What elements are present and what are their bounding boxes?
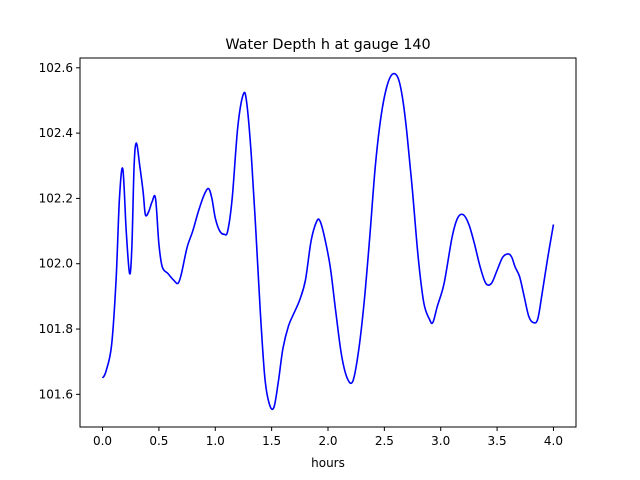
x-tick-label: 3.0: [431, 434, 450, 448]
y-tick-label: 102.4: [39, 126, 73, 140]
y-tick-label: 102.0: [39, 257, 73, 271]
series-layer: [101, 72, 555, 411]
x-tick-label: 1.5: [262, 434, 281, 448]
x-tick-label: 2.0: [318, 434, 337, 448]
x-tick-label: 3.5: [488, 434, 507, 448]
x-axis: 0.0 0.5 1.0 1.5 2.0 2.5 3.0 3.5 4.0: [93, 427, 563, 448]
y-tick-label: 101.8: [39, 322, 73, 336]
x-tick-label: 2.5: [375, 434, 394, 448]
y-tick-label: 102.6: [39, 61, 73, 75]
x-tick-label: 1.0: [206, 434, 225, 448]
series-line-0: [101, 72, 555, 411]
x-axis-label: hours: [311, 456, 345, 470]
y-tick-label: 102.2: [39, 191, 73, 205]
y-tick-label: 101.6: [39, 387, 73, 401]
x-tick-label: 0.5: [149, 434, 168, 448]
x-tick-label: 0.0: [93, 434, 112, 448]
chart-title: Water Depth h at gauge 140: [225, 37, 430, 53]
y-axis: 101.6 101.8 102.0 102.2 102.4 102.6: [39, 61, 80, 401]
x-tick-label: 4.0: [544, 434, 563, 448]
